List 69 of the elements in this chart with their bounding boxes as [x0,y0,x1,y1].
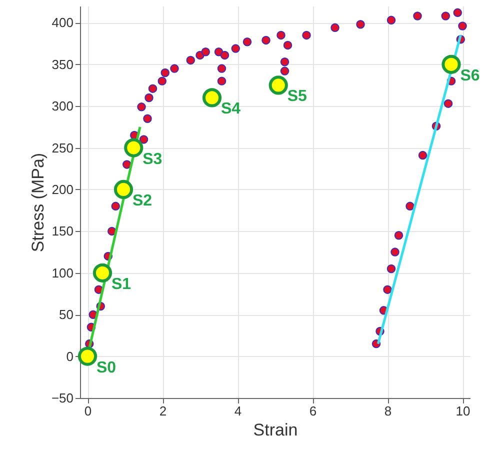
point [144,93,154,102]
point [122,160,132,169]
annotation: S0 [96,359,116,376]
point [418,150,428,160]
annotation: S6 [460,67,480,84]
point [330,23,340,32]
point [406,202,414,211]
x-tick-label: 0 [84,404,92,418]
point [92,263,112,282]
point [386,16,396,25]
point [386,264,396,274]
y-tick-label: 300 [52,98,74,114]
point [148,84,158,93]
point [186,56,195,65]
y-tick-label: 100 [52,265,74,280]
point [220,50,230,60]
point [276,30,286,40]
point [444,99,453,108]
annotation: S1 [112,276,132,293]
x-tick-label: 2 [159,404,167,418]
y-tick-label: 50 [59,307,74,322]
y-tick-label: 350 [52,56,74,72]
point [302,30,311,40]
point [413,12,422,20]
x-tick-label: 10 [456,404,470,418]
annotation: S2 [132,192,152,210]
annotation: S5 [287,88,308,106]
point [242,38,252,46]
x-tick-label: 8 [384,404,392,418]
point [441,12,450,20]
point [231,44,240,53]
y-tick-label: 150 [52,224,74,239]
point [356,20,365,29]
point [201,48,210,56]
point [280,58,290,66]
point [394,230,404,240]
point [442,54,461,74]
point [137,102,146,112]
point [453,8,462,18]
y-tick-label: 400 [52,15,74,30]
point [383,285,392,294]
point [111,202,120,211]
point [124,138,144,158]
y-tick-label: −50 [51,390,74,406]
point [170,64,179,73]
y-tick-label: 200 [52,182,74,197]
y-axis-title: Stress (MPa) [28,152,48,252]
point [268,76,288,95]
point [143,114,152,123]
point [160,68,170,78]
point [217,76,226,86]
point [283,40,292,50]
y-tick-label: 250 [52,140,74,156]
point [78,346,98,366]
x-axis-title: Strain [253,420,298,440]
point [202,88,222,108]
point [280,66,290,76]
point [262,36,270,45]
y-tick-label: 0 [66,348,74,364]
x-tick-label: 6 [309,404,317,418]
x-tick-label: 4 [234,404,242,418]
point [158,76,166,86]
annotation: S4 [221,100,241,118]
point [458,22,467,30]
point [114,180,134,200]
annotation: S3 [142,150,162,168]
point [217,64,226,73]
point [139,135,148,144]
point [390,248,400,256]
